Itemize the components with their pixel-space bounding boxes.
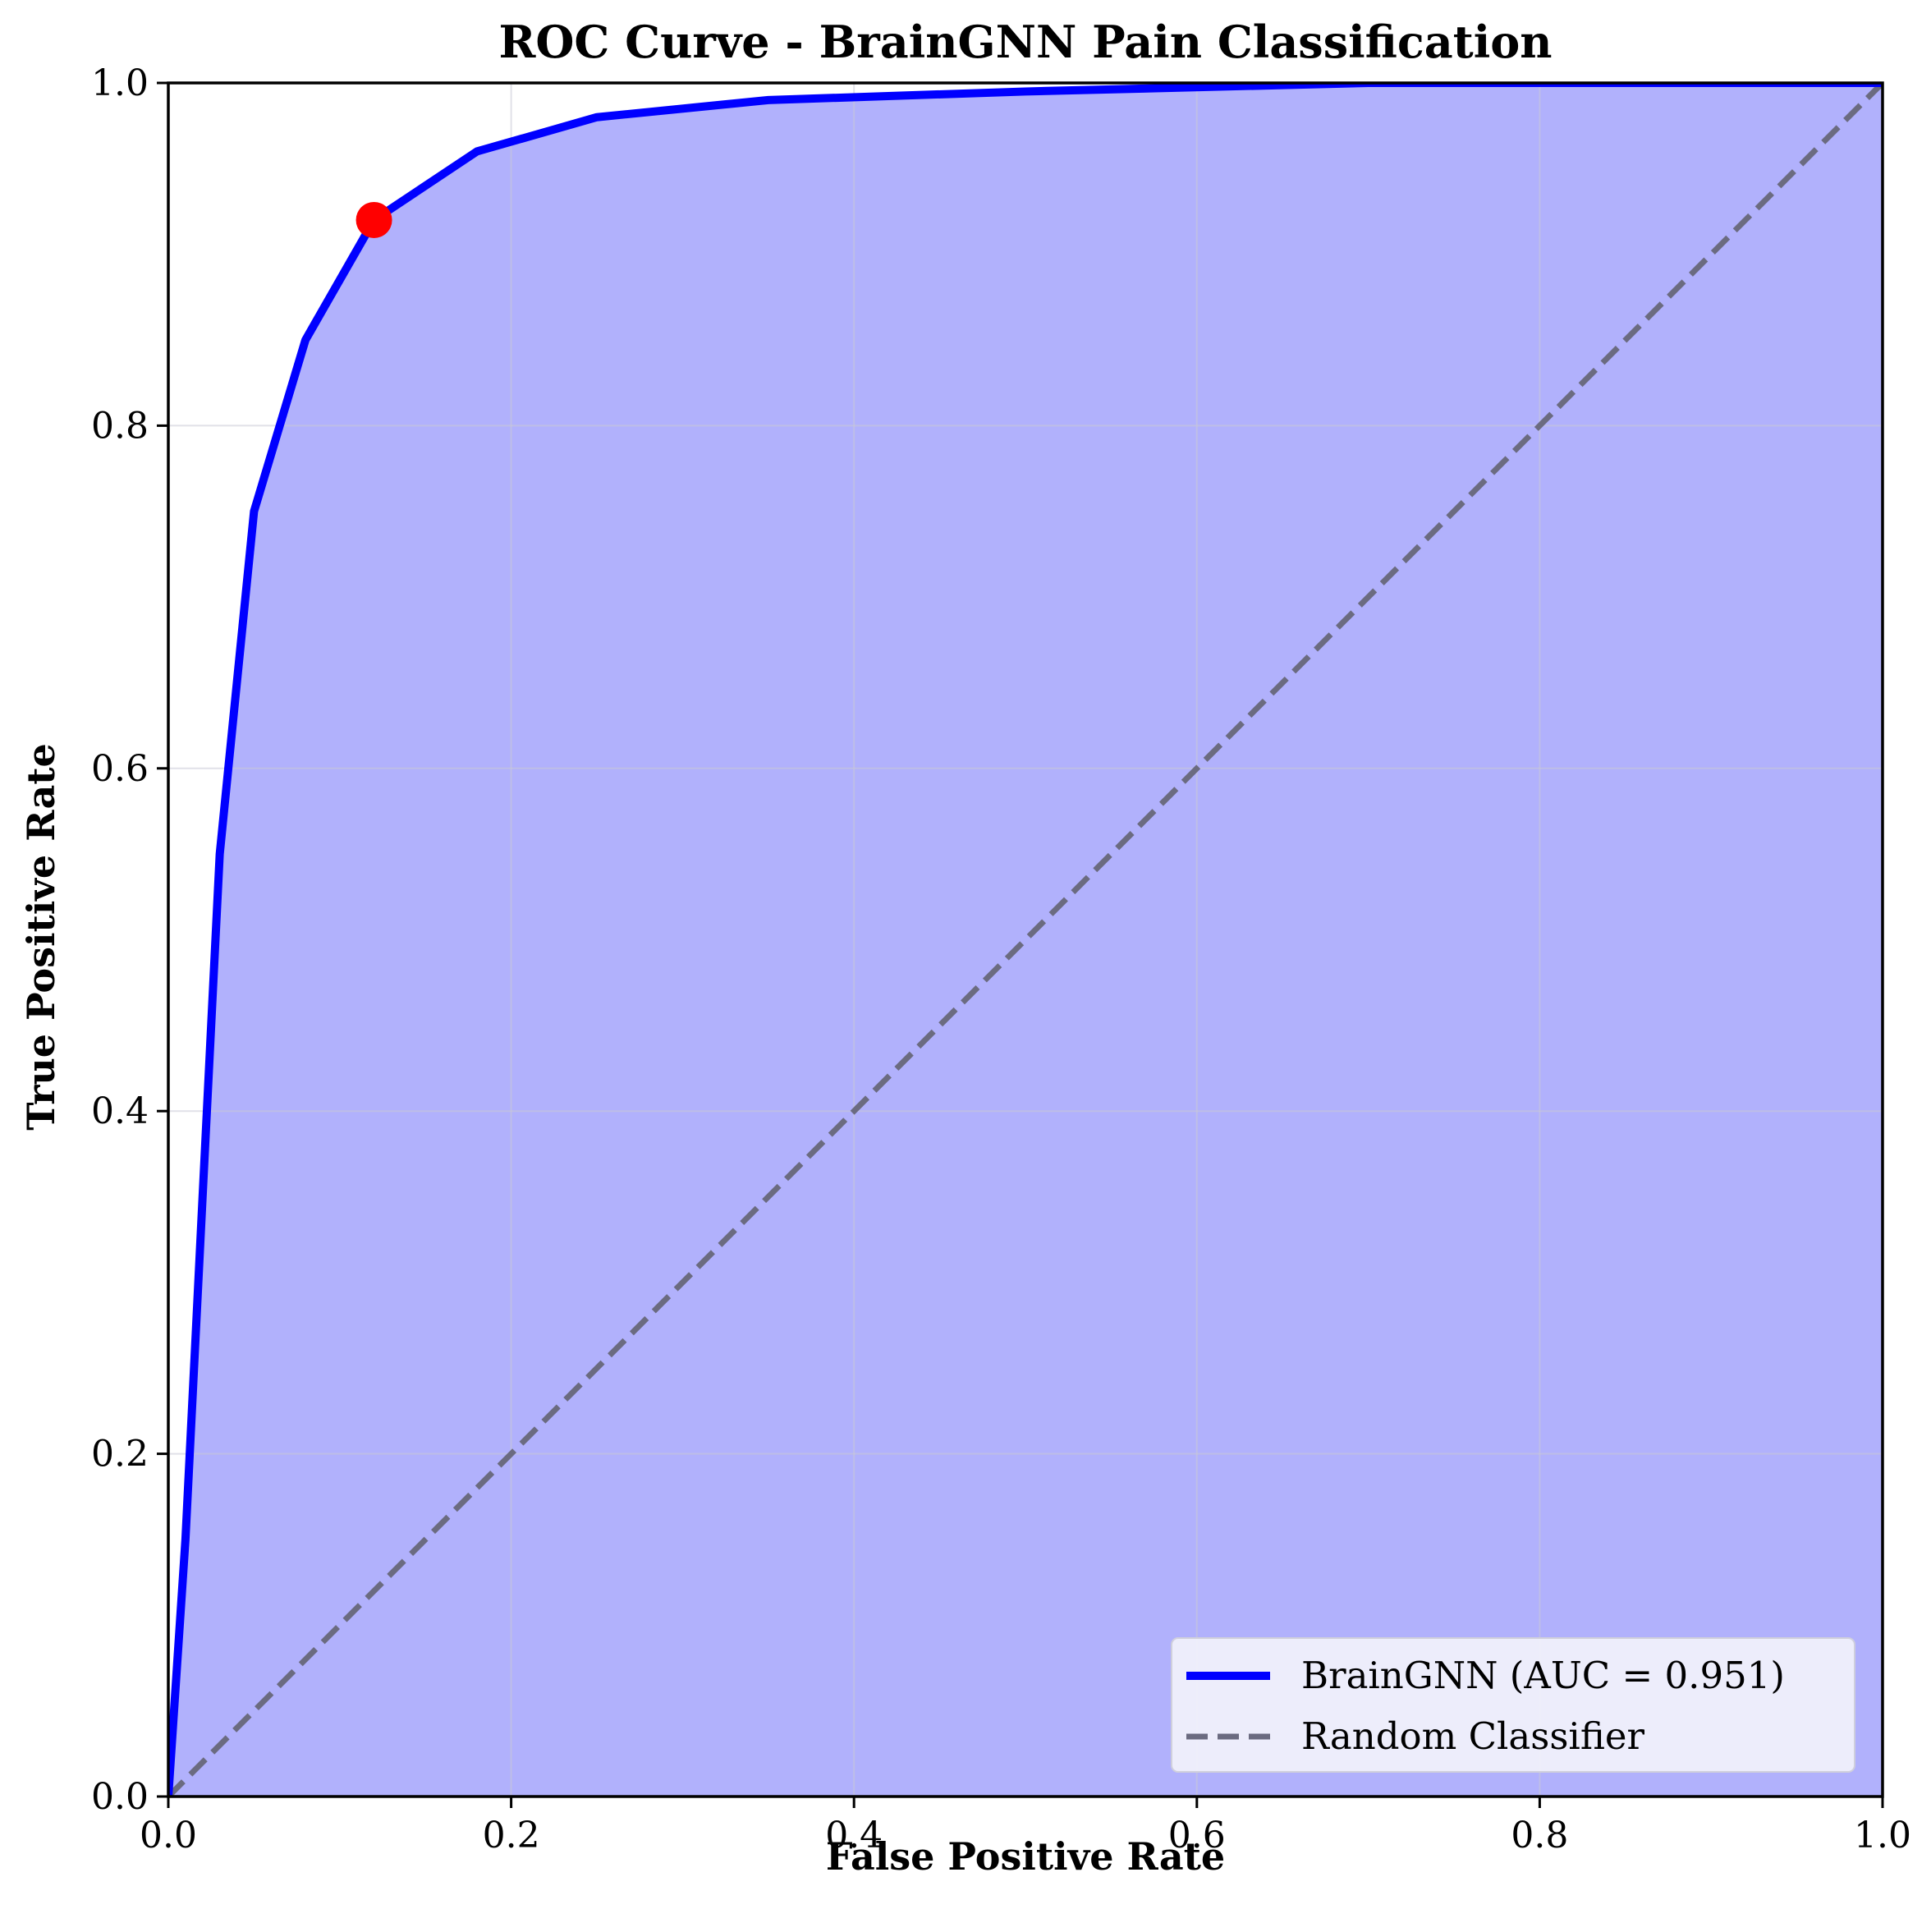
x-axis-label: False Positive Rate (826, 1834, 1225, 1879)
plot-frame (167, 81, 1884, 1798)
y-tick-label: 0.8 (91, 405, 149, 447)
y-axis-label: True Positive Rate (19, 743, 63, 1131)
x-tick-label: 0.6 (1168, 1815, 1226, 1856)
legend-label-roc: BrainGNN (AUC = 0.951) (1301, 1654, 1785, 1697)
x-tick-label: 0.8 (1511, 1815, 1568, 1856)
y-tick-label: 0.4 (91, 1090, 149, 1132)
y-tick-label: 0.2 (91, 1434, 149, 1475)
x-tick-label: 0.4 (825, 1815, 883, 1856)
y-tick-label: 0.0 (91, 1776, 149, 1818)
legend: BrainGNN (AUC = 0.951) Random Classifier (1171, 1637, 1855, 1773)
chart-title: ROC Curve - BrainGNN Pain Classification (498, 16, 1552, 68)
legend-label-random: Random Classifier (1301, 1714, 1644, 1758)
legend-box (1171, 1637, 1855, 1773)
optimal-point-marker (355, 201, 392, 238)
x-tick-label: 0.2 (483, 1815, 540, 1856)
y-tick-label: 0.6 (91, 748, 149, 790)
plot-area: 0.0 0.2 0.4 0.6 0.8 1.0 0.0 0.2 0.4 0.6 0.8 1.0 Brai… (91, 62, 1911, 1856)
x-tick-label: 1.0 (1854, 1815, 1911, 1856)
y-tick-label: 1.0 (91, 62, 149, 104)
x-tick-label: 0.0 (140, 1815, 197, 1856)
